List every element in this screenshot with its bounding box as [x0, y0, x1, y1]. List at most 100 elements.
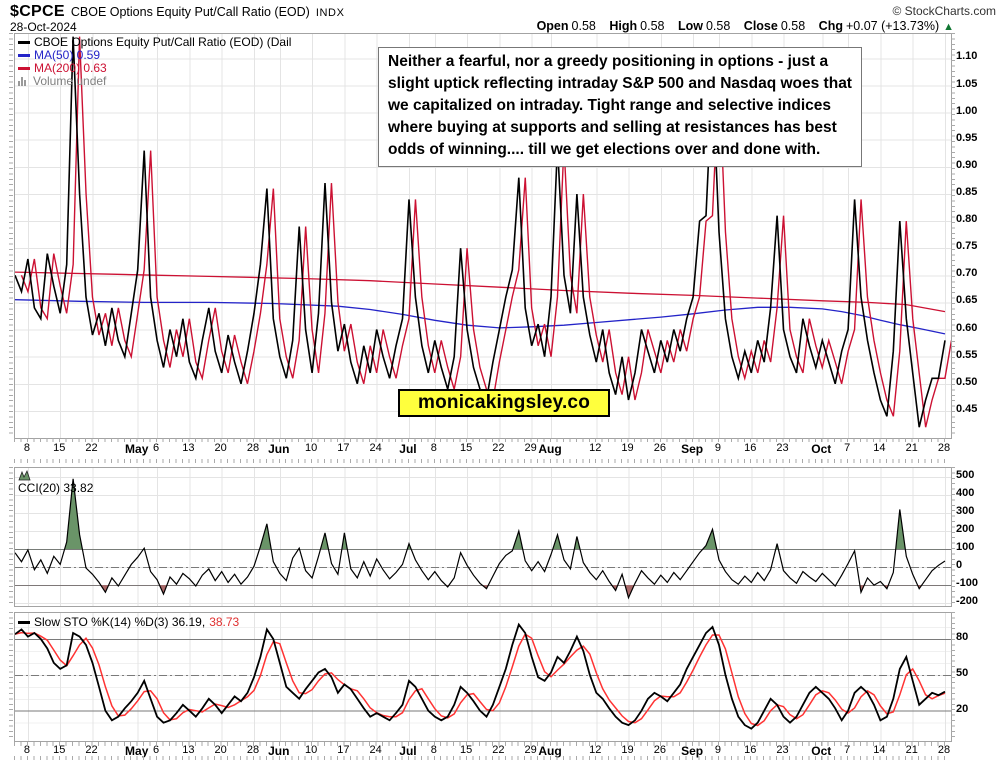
close-value: 0.58: [780, 19, 806, 33]
x-axis-label: 12: [589, 744, 602, 756]
x-axis-label: 15: [459, 442, 473, 454]
annotation-line: slight uptick reflecting intraday S&P 50…: [388, 75, 852, 92]
annotation-line: where buying at supports and selling at …: [388, 119, 837, 136]
x-axis-label: Jul: [399, 744, 417, 758]
sto-chart-svg: [15, 613, 951, 741]
ma50-swatch-icon: [18, 54, 30, 57]
x-axis-label: 19: [621, 442, 634, 454]
x-axis-label: 17: [337, 442, 350, 454]
x-axis-label: 24: [369, 442, 382, 454]
x-axis-label: 23: [776, 744, 789, 756]
sto-y-tick-marks: [951, 612, 955, 740]
sto-legend: Slow STO %K(14) %D(3) 36.19, 38.73: [18, 615, 239, 629]
cci-y-tick-marks: [951, 467, 955, 605]
cci-y-tick-marks-left: [9, 467, 13, 605]
x-axis-top: 8 15 22 May 6 13 20 28 Jun 10 17 24 Jul 8 15 22 29 Aug 12 1…: [0, 442, 1004, 456]
x-axis-label: 29: [524, 744, 537, 756]
x-axis-label: 13: [182, 442, 195, 454]
ma200-swatch-icon: [18, 67, 30, 70]
x-axis-label: 20: [214, 442, 227, 454]
x-axis-label: 10: [304, 442, 318, 454]
x-axis-label: Aug: [538, 442, 562, 456]
x-axis-label: 15: [53, 744, 66, 756]
x-axis-label: Jul: [399, 442, 417, 456]
x-axis-label: 7: [844, 442, 851, 454]
y-axis-label: 0.95: [956, 131, 978, 144]
y-axis-label: 0.65: [956, 294, 978, 307]
high-value: 0.58: [640, 19, 665, 33]
y-axis-label: -200: [956, 595, 979, 608]
x-axis-label: 24: [369, 744, 382, 756]
annotation-line: Neither a fearful, nor a greedy position…: [388, 53, 829, 70]
x-axis-label: 23: [776, 442, 789, 454]
x-axis-label: 6: [153, 442, 160, 454]
open-value: 0.58: [571, 19, 596, 33]
y-axis-label: 80: [956, 630, 969, 643]
x-axis-label: 28: [937, 744, 951, 756]
annotation-box: Neither a fearful, nor a greedy position…: [378, 47, 862, 167]
x-axis-label: Sep: [681, 744, 704, 758]
cci-chart-svg: [15, 468, 951, 606]
x-axis-label: 14: [873, 442, 886, 454]
x-axis-label: 28: [246, 442, 260, 454]
x-axis-bottom: 8 15 22 May 6 13 20 28 Jun 10 17 24 Jul 8 15 22 29 Aug 12 1…: [0, 744, 1004, 758]
x-axis-label: 15: [459, 744, 473, 756]
low-label: Low: [677, 19, 703, 33]
volume-legend-row: Volume undef: [18, 75, 291, 88]
chart-date: 28-Oct-2024: [10, 20, 77, 34]
cci-label: CCI(20) 33.82: [18, 481, 94, 495]
x-tick-marks: [14, 459, 950, 463]
quote-bar: Open 0.58 High 0.58 Low 0.58 Close 0.58 Chg +…: [537, 19, 954, 33]
x-axis-label: 22: [85, 442, 98, 454]
y-axis-label: 0.55: [956, 348, 978, 361]
y-axis-label: 1.10: [956, 50, 978, 63]
sto-swatch-icon: [18, 621, 30, 624]
x-axis-label: 16: [744, 744, 757, 756]
x-axis-label: 22: [85, 744, 98, 756]
y-axis-label: 1.00: [956, 104, 978, 117]
open-label: Open: [536, 19, 569, 33]
sto-panel: [14, 612, 952, 742]
x-axis-label: May: [125, 744, 149, 758]
x-tick-marks: [14, 756, 950, 760]
sto-label: Slow STO %K(14) %D(3) 36.19,: [34, 615, 206, 629]
price-y-tick-marks-left: [9, 33, 13, 437]
y-axis-label: 0.80: [956, 213, 978, 226]
y-axis-label: 400: [956, 487, 975, 500]
ma50-legend-row: MA(50) 0.59: [18, 49, 291, 62]
ma50-label: MA(50) 0.59: [34, 48, 101, 62]
x-axis-label: 22: [492, 744, 505, 756]
y-axis-label: 0.75: [956, 240, 978, 253]
watermark-label: monicakingsley.co: [398, 389, 610, 417]
y-axis-label: -100: [956, 577, 979, 590]
annotation-line: we capitalized on intraday. Tight range …: [388, 97, 832, 114]
y-axis-label: 200: [956, 523, 975, 536]
x-axis-label: 19: [621, 744, 634, 756]
chart-title: CBOE Options Equity Put/Call Ratio (EOD): [70, 5, 310, 19]
x-axis-label: 6: [153, 744, 160, 756]
x-axis-label: 14: [873, 744, 886, 756]
x-axis-label: 21: [905, 442, 918, 454]
chg-label: Chg: [818, 19, 843, 33]
y-axis-label: 300: [956, 505, 975, 518]
x-axis-label: Jun: [268, 442, 290, 456]
y-axis-label: 0.50: [956, 375, 978, 388]
y-axis-label: 0.90: [956, 158, 978, 171]
ma200-legend-row: MA(200) 0.63: [18, 62, 291, 75]
price-series-legend-row: CBOE Options Equity Put/Call Ratio (EOD)…: [18, 36, 291, 49]
x-axis-label: 7: [844, 744, 851, 756]
x-tick-marks: [14, 742, 950, 746]
x-axis-label: 10: [304, 744, 318, 756]
price-series-label: CBOE Options Equity Put/Call Ratio (EOD)…: [34, 35, 292, 49]
cci-area-icon: [18, 469, 31, 481]
cci-panel: [14, 467, 952, 607]
chg-value: +0.07 (+13.73%): [845, 19, 940, 33]
x-axis-label: 29: [524, 442, 537, 454]
x-axis-label: May: [125, 442, 149, 456]
x-axis-label: 9: [714, 744, 722, 756]
close-label: Close: [743, 19, 778, 33]
x-axis-label: 28: [246, 744, 260, 756]
x-axis-label: 13: [182, 744, 195, 756]
sto-y-tick-marks-left: [9, 612, 13, 740]
